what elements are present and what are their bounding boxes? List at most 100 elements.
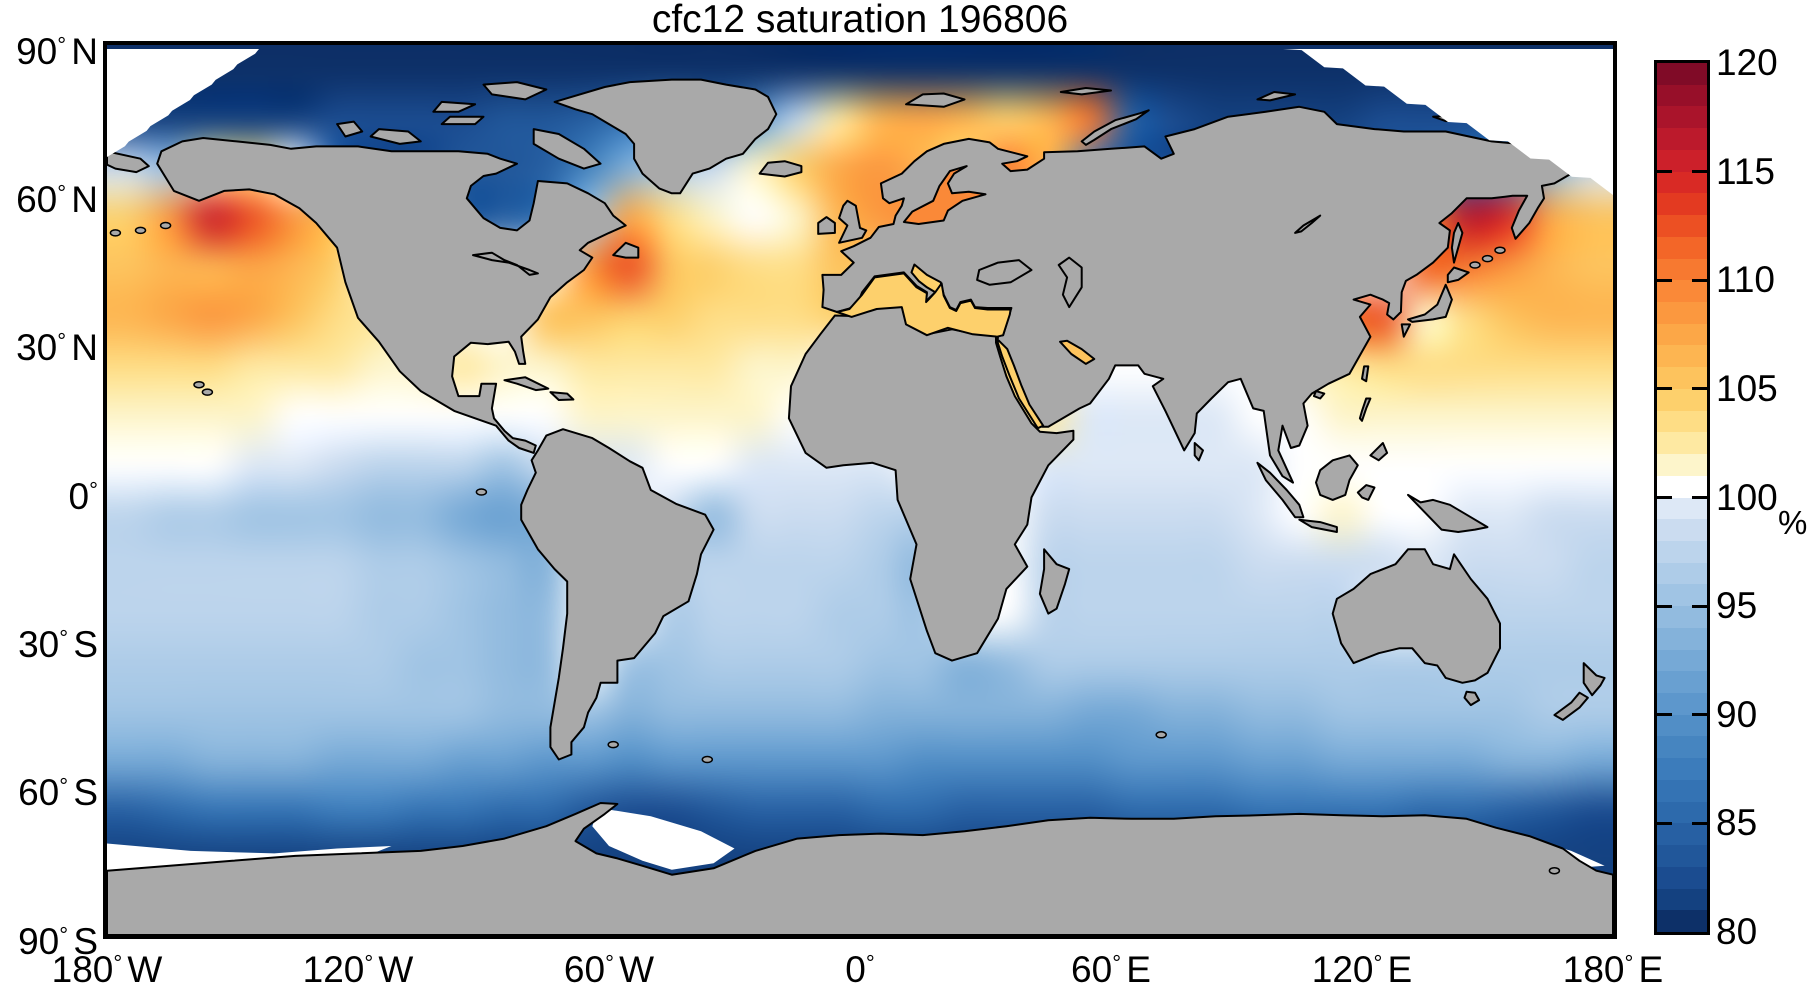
colorbar-band	[1657, 454, 1707, 477]
landmass-luzon	[1358, 397, 1372, 422]
landmass-caa1	[432, 100, 477, 113]
colorbar-band	[1657, 497, 1707, 520]
colorbar-band	[1657, 910, 1707, 933]
colorbar-band	[1657, 388, 1707, 412]
landmass-iceland	[758, 160, 803, 178]
landmass-mindanao	[1369, 442, 1389, 462]
no-data-region-weddell	[592, 808, 735, 870]
landmass-honshu	[1407, 283, 1453, 323]
colorbar-band	[1657, 193, 1707, 216]
colorbar-tick-label: 110	[1716, 259, 1775, 301]
no-data-wedge-left	[107, 49, 259, 157]
island-dot	[1494, 246, 1506, 254]
landmass-srilanka	[1193, 442, 1204, 462]
no-data-wedge-right	[1283, 49, 1613, 195]
colorbar-band	[1657, 693, 1707, 716]
landmass-severnaya	[1256, 91, 1297, 102]
landmass-taiwan	[1361, 365, 1370, 383]
colorbar-band	[1657, 714, 1707, 737]
colorbar-band	[1657, 606, 1707, 629]
lon-tick-label: 180° E	[1562, 948, 1664, 984]
colorbar-band	[1657, 280, 1707, 303]
colorbar-band	[1657, 888, 1707, 911]
colorbar-band	[1657, 215, 1707, 238]
island-dot	[1155, 731, 1167, 739]
colorbar-band	[1657, 649, 1707, 672]
landmass-novaya	[1080, 109, 1150, 146]
plot-title: cfc12 saturation 196806	[651, 0, 1069, 41]
landmass-victoria	[369, 128, 422, 145]
landmass-north_america	[156, 137, 627, 454]
colorbar-tick-mark	[1657, 713, 1672, 717]
lon-tick-label: 180° W	[51, 948, 163, 984]
colorbar-band	[1657, 258, 1707, 281]
colorbar-tick-mark	[1692, 278, 1707, 282]
colorbar-band	[1657, 236, 1707, 260]
lat-tick-label: 90° S	[18, 920, 98, 962]
colorbar-band	[1657, 584, 1707, 607]
colorbar-band	[1657, 345, 1707, 368]
sea-persian_gulf	[1059, 339, 1096, 365]
land-overlay	[107, 49, 1613, 935]
world-map	[107, 45, 1613, 935]
colorbar-tick-mark	[1657, 278, 1672, 282]
landmass-baffin	[532, 128, 602, 170]
landmass-kyushu	[1400, 323, 1412, 338]
colorbar-tick-mark	[1692, 713, 1707, 717]
landmass-ireland	[817, 216, 836, 235]
island-dot	[109, 229, 122, 237]
colorbar-band	[1657, 758, 1707, 781]
lat-tick-label: 90° N	[16, 30, 98, 72]
lat-tick-label: 60° S	[18, 772, 98, 814]
lon-tick-label: 60° W	[563, 948, 655, 984]
landmass-tasmania	[1463, 690, 1481, 707]
landmass-sulawesi	[1356, 484, 1376, 501]
landmass-hokkaido	[1446, 266, 1470, 284]
colorbar-band	[1657, 149, 1707, 173]
colorbar-band	[1657, 128, 1707, 151]
colorbar-tick-label: 105	[1716, 367, 1778, 409]
colorbar-band	[1657, 323, 1707, 346]
colorbar-tick-mark	[1657, 604, 1672, 608]
island-dot	[134, 226, 147, 235]
colorbar-band	[1657, 845, 1707, 868]
landmass-hispaniola	[549, 391, 575, 401]
colorbar-band	[1657, 106, 1707, 129]
colorbar-tick-label: 95	[1716, 585, 1758, 627]
sea-mediterranean	[836, 272, 1012, 338]
colorbar	[1657, 63, 1707, 933]
colorbar-tick-label: 120	[1716, 42, 1778, 83]
island-dot	[701, 755, 714, 764]
colorbar-unit-label: %	[1778, 503, 1808, 541]
colorbar-tick-label: 115	[1716, 150, 1775, 192]
lat-tick-label: 30° N	[16, 327, 98, 369]
colorbar-border	[1654, 60, 1710, 935]
colorbar-band	[1657, 410, 1707, 433]
lon-tick-label: 60° E	[1071, 948, 1151, 984]
colorbar-tick-mark	[1692, 821, 1707, 825]
lon-tick-label: 120° W	[302, 948, 414, 984]
colorbar-band	[1657, 519, 1707, 542]
colorbar-band	[1657, 84, 1707, 107]
sea-red_sea	[996, 339, 1045, 430]
landmass-chukotka	[107, 150, 150, 174]
colorbar-tick-mark	[1692, 387, 1707, 391]
landmass-banks	[336, 120, 364, 138]
masked-water-baikal	[1294, 214, 1322, 234]
colorbar-tick-mark	[1692, 496, 1707, 499]
colorbar-band	[1657, 367, 1707, 390]
landmass-greenland	[553, 78, 778, 195]
colorbar-band	[1657, 301, 1707, 325]
island-dot	[1469, 261, 1481, 269]
island-dot	[1548, 866, 1561, 875]
landmass-newfoundland	[612, 241, 640, 259]
landmass-madagascar	[1038, 548, 1071, 615]
colorbar-tick-label: 100	[1716, 476, 1778, 518]
island-dot	[193, 380, 205, 389]
masked-water-black_sea	[976, 259, 1033, 286]
lat-tick-label: 30° S	[18, 623, 98, 665]
landmass-svalbard	[905, 92, 966, 108]
island-dot	[1481, 254, 1494, 263]
colorbar-band	[1657, 801, 1707, 824]
